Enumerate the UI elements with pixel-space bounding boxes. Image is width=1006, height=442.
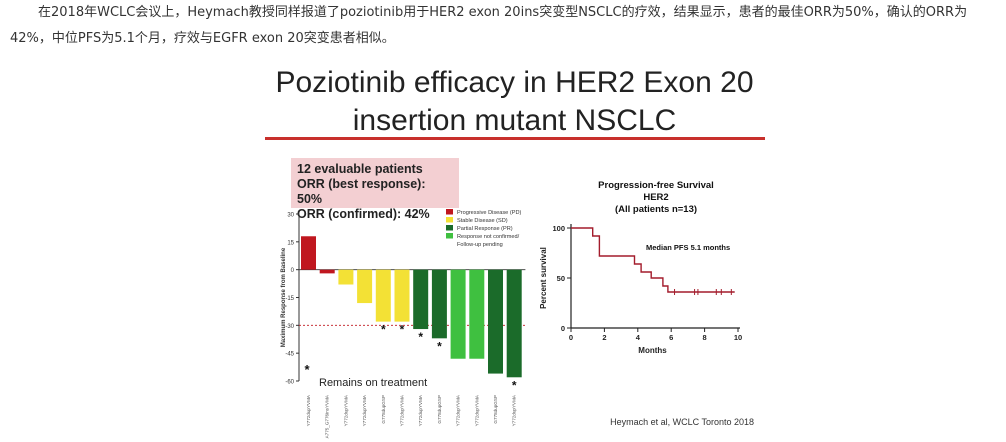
- legend-label: Progressive Disease (PD): [457, 210, 521, 216]
- stats-line: ORR (confirmed): 42%: [297, 207, 430, 221]
- slide-title-line2: insertion mutant NSCLC: [352, 104, 677, 137]
- x-tick-label: 0: [569, 333, 573, 342]
- citation: Heymach et al, WCLC Toronto 2018: [610, 417, 754, 427]
- category-label: Y772dupYVMA: [456, 394, 461, 426]
- y-tick-label: 100: [552, 224, 565, 233]
- bar: [488, 269, 503, 374]
- legend-swatch: [446, 225, 453, 231]
- y-axis-label: Percent survival: [539, 247, 548, 309]
- article-paragraph: 在2018年WCLC会议上，Heymach教授同样报道了poziotinib用于…: [10, 5, 968, 46]
- y-tick-label: 50: [557, 274, 565, 283]
- x-tick-label: 2: [602, 333, 606, 342]
- bar: [469, 269, 485, 359]
- waterfall-chart: 30 15 0 -15 -30 -45 -60 Maximum Response from B…: [281, 209, 526, 438]
- y-tick-label: -30: [285, 324, 294, 330]
- category-label: Y772dupYVMA: [512, 394, 517, 426]
- slide-title: Poziotinib efficacy in HER2 Exon 20 inse…: [263, 64, 766, 140]
- bar: [413, 269, 429, 330]
- y-tick-label: -15: [285, 296, 294, 302]
- x-tick-label: 6: [669, 333, 673, 342]
- article-text: 在2018年WCLC会议上，Heymach教授同样报道了poziotinib用于…: [0, 0, 1006, 52]
- legend-swatch: [446, 233, 453, 239]
- legend-swatch: [446, 217, 453, 223]
- legend-swatch: [446, 209, 453, 215]
- pfs-title: Progression-free Survival: [598, 180, 714, 191]
- bar: [506, 269, 522, 378]
- stats-line: 12 evaluable patients: [297, 162, 423, 176]
- category-label: Y772dupYVMA: [474, 394, 479, 426]
- asterisk-marker: *: [437, 339, 442, 353]
- title-divider: [265, 137, 765, 140]
- asterisk-marker: *: [418, 330, 423, 344]
- category-label: Y772dupYVMA: [343, 394, 348, 426]
- category-label: A775_G776insYVMA: [325, 394, 330, 438]
- y-tick-label: -45: [285, 352, 294, 358]
- legend-label: Response not confirmed/: [457, 234, 520, 240]
- y-tick-label: 0: [561, 324, 565, 333]
- x-tick-label: 8: [703, 333, 707, 342]
- legend-label: Stable Disease (SD): [457, 218, 508, 224]
- remains-note: Remains on treatment: [319, 377, 427, 389]
- asterisk-marker: *: [381, 323, 386, 337]
- y-tick-label: 0: [291, 268, 295, 274]
- slide-title-line1: Poziotinib efficacy in HER2 Exon 20: [275, 66, 754, 99]
- pfs-subtitle: HER2: [643, 192, 668, 203]
- bar: [431, 269, 447, 339]
- median-annotation: Median PFS 5.1 months: [646, 243, 730, 252]
- asterisk-marker: *: [512, 378, 517, 392]
- legend-label: Follow-up pending: [457, 242, 503, 248]
- slide: Poziotinib efficacy in HER2 Exon 20 inse…: [263, 62, 766, 442]
- category-label: G778dupGSP: [493, 395, 498, 424]
- x-axis-label: Months: [638, 346, 667, 355]
- x-tick-label: 4: [636, 333, 641, 342]
- legend-label: Partial Response (PR): [457, 226, 513, 232]
- bar: [338, 269, 354, 285]
- y-axis-label: Maximum Response from Baseline: [281, 247, 287, 347]
- bar: [394, 269, 410, 322]
- stats-line: ORR (best response): 50%: [297, 177, 426, 206]
- asterisk-marker: *: [400, 323, 405, 337]
- pfs-population: (All patients n=13): [615, 204, 697, 215]
- category-label: G778dupGSP: [437, 395, 442, 424]
- bar: [450, 269, 466, 359]
- category-label: Y772dupYVMA: [418, 394, 423, 426]
- x-tick-label: 10: [734, 333, 742, 342]
- y-tick-label: -60: [285, 380, 294, 386]
- note-asterisk: *: [304, 362, 310, 377]
- bar: [357, 269, 373, 304]
- stats-box: 12 evaluable patients ORR (best response…: [291, 158, 459, 221]
- category-label: G778dupGSP: [381, 395, 386, 424]
- bar: [375, 269, 391, 322]
- category-label: Y772dupYVMA: [400, 394, 405, 426]
- bar: [301, 236, 316, 270]
- bar: [319, 269, 335, 274]
- survival-curve: [571, 227, 735, 293]
- category-label: Y772dupYVMA: [362, 394, 367, 426]
- y-tick-label: 15: [287, 240, 294, 246]
- category-label: Y772dupYVMA: [306, 394, 311, 426]
- y-tick-label: 30: [287, 213, 294, 219]
